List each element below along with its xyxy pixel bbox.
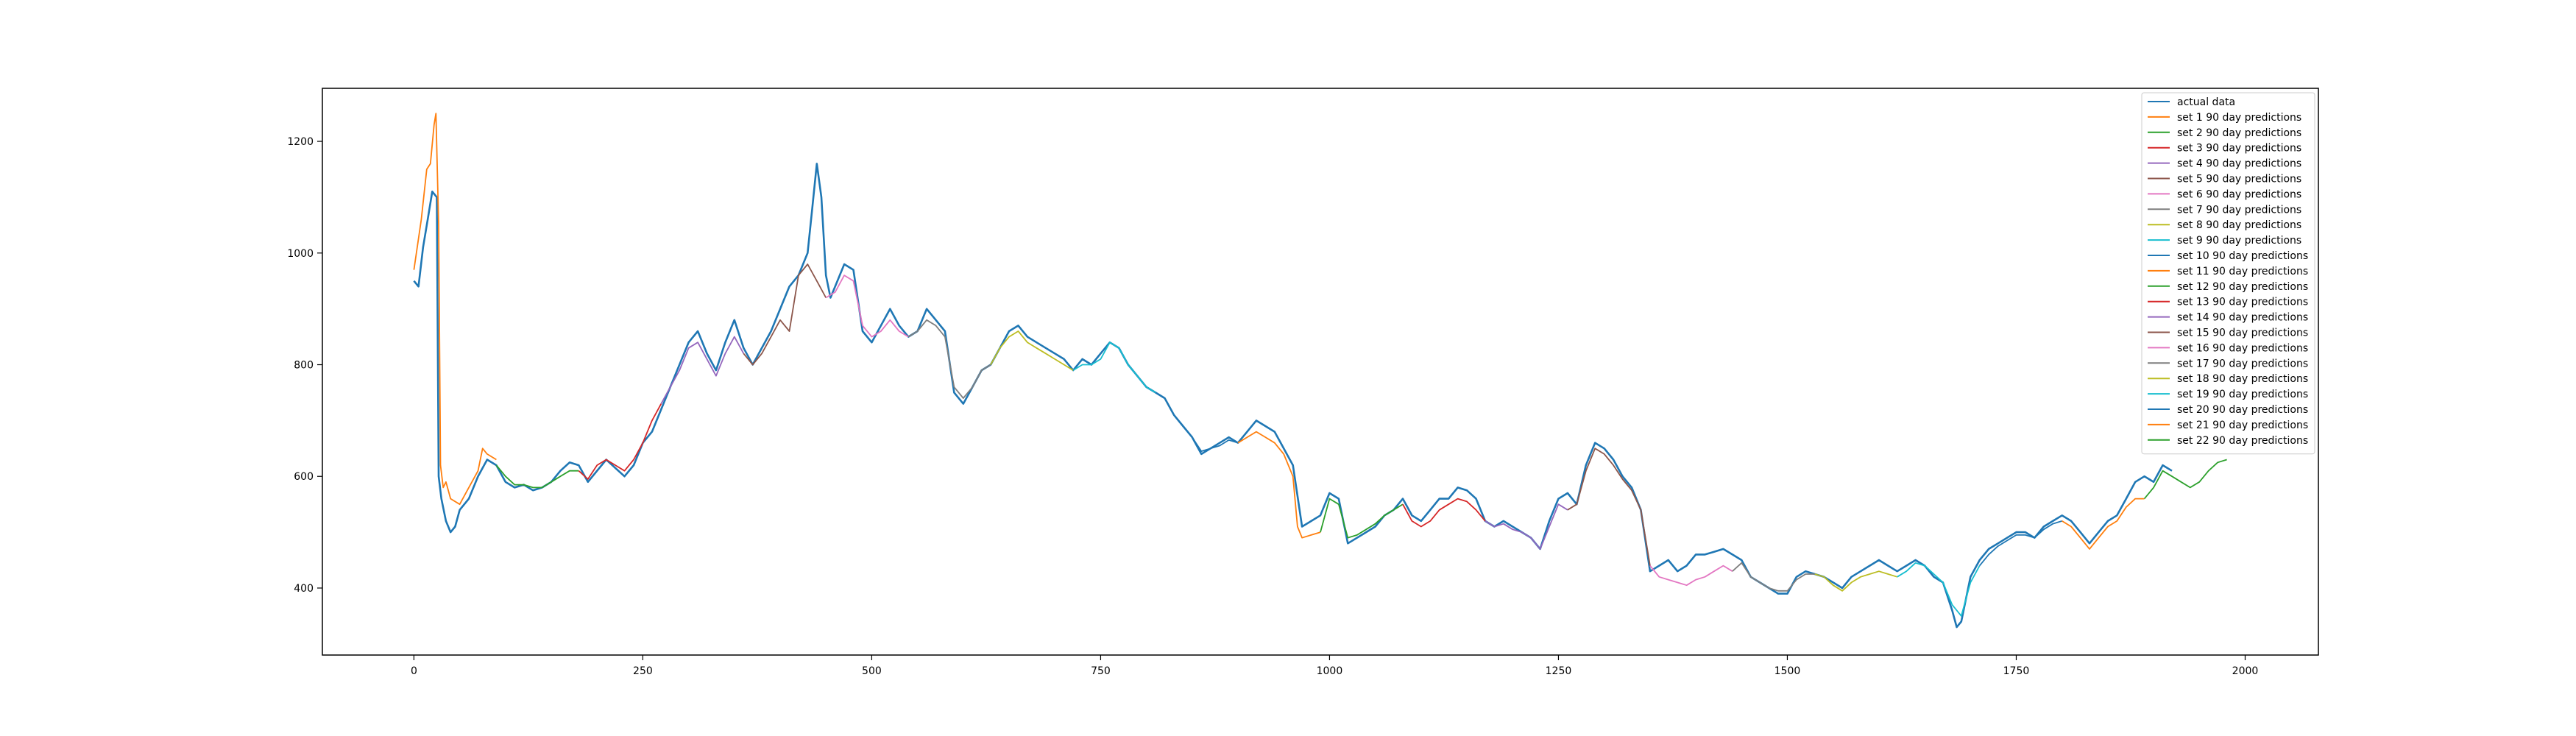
series-line-0 xyxy=(413,163,2173,629)
legend-label-10: set 10 90 day predictions xyxy=(2177,250,2308,262)
series-line-14 xyxy=(1485,503,1568,550)
series-line-16 xyxy=(1649,565,1733,587)
series-line-22 xyxy=(2143,459,2227,500)
y-tick-label: 1000 xyxy=(287,248,314,260)
legend-label-16: set 16 90 day predictions xyxy=(2177,342,2308,354)
legend-label-18: set 18 90 day predictions xyxy=(2177,373,2308,385)
x-axis: 0 250 500 750 1000 1250 1500 1750 2000 xyxy=(411,655,2258,677)
y-tick-label: 800 xyxy=(294,360,314,372)
legend-label-21: set 21 90 day predictions xyxy=(2177,420,2308,431)
series-line-5 xyxy=(743,263,827,366)
x-tick-label: 1000 xyxy=(1317,665,1343,677)
x-tick-label: 500 xyxy=(862,665,882,677)
legend-label-5: set 5 90 day predictions xyxy=(2177,174,2301,185)
series-line-4 xyxy=(660,336,745,405)
series-line-13 xyxy=(1402,498,1486,528)
legend-label-1: set 1 90 day predictions xyxy=(2177,112,2301,124)
x-tick-label: 1500 xyxy=(1774,665,1801,677)
legend-label-7: set 7 90 day predictions xyxy=(2177,204,2301,216)
legend-label-14: set 14 90 day predictions xyxy=(2177,312,2308,324)
series-line-1 xyxy=(413,113,497,506)
x-tick-label: 2000 xyxy=(2232,665,2259,677)
y-tick-label: 600 xyxy=(294,471,314,483)
series-line-20 xyxy=(1979,520,2062,567)
legend: actual data set 1 90 day predictions set 2… xyxy=(2141,92,2315,455)
legend-label-0: actual data xyxy=(2177,96,2235,108)
series-layer xyxy=(413,113,2227,629)
plot-frame xyxy=(322,88,2319,656)
legend-box xyxy=(2141,92,2315,455)
x-tick-label: 250 xyxy=(633,665,653,677)
series-line-10 xyxy=(1155,392,1239,452)
y-tick-label: 400 xyxy=(294,583,314,595)
legend-label-9: set 9 90 day predictions xyxy=(2177,235,2301,247)
legend-label-15: set 15 90 day predictions xyxy=(2177,328,2308,339)
series-line-15 xyxy=(1567,447,1651,566)
legend-label-17: set 17 90 day predictions xyxy=(2177,358,2308,369)
legend-label-22: set 22 90 day predictions xyxy=(2177,435,2308,447)
x-tick-label: 0 xyxy=(411,665,417,677)
series-line-3 xyxy=(578,403,662,480)
legend-label-2: set 2 90 day predictions xyxy=(2177,127,2301,139)
series-line-21 xyxy=(2062,498,2145,550)
legend-label-12: set 12 90 day predictions xyxy=(2177,281,2308,293)
legend-label-4: set 4 90 day predictions xyxy=(2177,158,2301,170)
series-line-19 xyxy=(1897,562,1981,617)
series-line-2 xyxy=(495,464,579,489)
series-line-11 xyxy=(1237,431,1321,539)
series-line-8 xyxy=(990,330,1074,371)
legend-label-20: set 20 90 day predictions xyxy=(2177,404,2308,416)
legend-label-19: set 19 90 day predictions xyxy=(2177,389,2308,400)
legend-label-11: set 11 90 day predictions xyxy=(2177,266,2308,277)
series-line-7 xyxy=(907,319,991,399)
legend-label-6: set 6 90 day predictions xyxy=(2177,188,2301,200)
series-line-6 xyxy=(825,275,909,338)
series-line-17 xyxy=(1732,562,1815,592)
y-tick-label: 1200 xyxy=(287,136,314,148)
x-tick-label: 750 xyxy=(1091,665,1111,677)
y-axis: 400 600 800 1000 1200 xyxy=(287,136,322,595)
series-line-18 xyxy=(1814,570,1897,592)
legend-label-3: set 3 90 day predictions xyxy=(2177,143,2301,155)
x-tick-label: 1250 xyxy=(1546,665,1572,677)
series-line-12 xyxy=(1320,498,1404,539)
legend-label-8: set 8 90 day predictions xyxy=(2177,219,2301,231)
series-line-9 xyxy=(1072,342,1156,394)
legend-label-13: set 13 90 day predictions xyxy=(2177,297,2308,308)
x-tick-label: 1750 xyxy=(2003,665,2030,677)
